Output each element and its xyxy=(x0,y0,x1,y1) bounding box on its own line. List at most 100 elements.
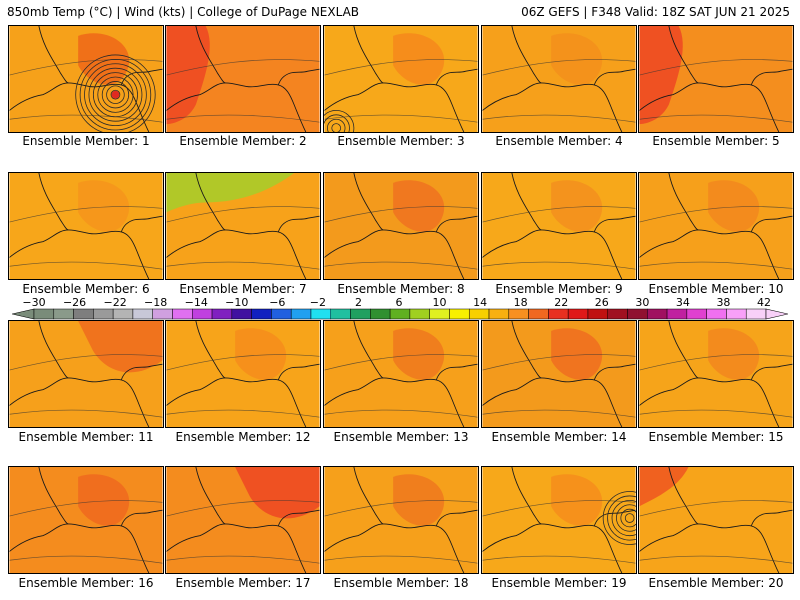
ensemble-member-map xyxy=(323,172,479,280)
ensemble-member-map xyxy=(165,466,321,574)
colorbar-tick-label: 26 xyxy=(595,296,609,308)
ensemble-member-label: Ensemble Member: 12 xyxy=(175,430,311,444)
colorbar-swatch xyxy=(567,308,589,320)
ensemble-member-label: Ensemble Member: 5 xyxy=(652,134,780,148)
ensemble-member-map xyxy=(165,172,321,280)
ensemble-member-label: Ensemble Member: 18 xyxy=(333,576,469,590)
colorbar-swatch xyxy=(726,308,747,320)
run-valid-time: 06Z GEFS | F348 Valid: 18Z SAT JUN 21 20… xyxy=(521,5,790,19)
ensemble-member-map xyxy=(8,466,164,574)
ensemble-member-map xyxy=(481,466,637,574)
ensemble-member-map xyxy=(8,25,164,133)
colorbar-tick-label: −26 xyxy=(63,296,86,308)
ensemble-member-label: Ensemble Member: 14 xyxy=(491,430,627,444)
colorbar-swatch xyxy=(468,308,490,320)
ensemble-member-label: Ensemble Member: 4 xyxy=(495,134,623,148)
colorbar-tick-label: 42 xyxy=(757,296,771,308)
ensemble-member-label: Ensemble Member: 7 xyxy=(179,282,307,296)
ensemble-member-label: Ensemble Member: 20 xyxy=(648,576,784,590)
colorbar-tick-label: 6 xyxy=(396,296,403,308)
colorbar-tick-label: −22 xyxy=(104,296,127,308)
ensemble-member-label: Ensemble Member: 11 xyxy=(18,430,154,444)
colorbar-swatch xyxy=(93,308,114,320)
ensemble-member-map xyxy=(638,320,794,428)
ensemble-member-map xyxy=(323,466,479,574)
ensemble-member-map xyxy=(481,25,637,133)
colorbar-tick-label: 38 xyxy=(716,296,730,308)
ensemble-member-map xyxy=(8,320,164,428)
colorbar-swatch xyxy=(310,308,332,320)
colorbar-swatch xyxy=(686,308,707,320)
ensemble-member-label: Ensemble Member: 17 xyxy=(175,576,311,590)
colorbar-tick-label: 2 xyxy=(355,296,362,308)
colorbar-swatch xyxy=(132,308,153,320)
ensemble-member-map xyxy=(638,172,794,280)
colorbar-swatch xyxy=(53,308,74,320)
colorbar-swatch xyxy=(706,308,727,320)
colorbar-tick-label: −2 xyxy=(310,296,326,308)
ensemble-member-label: Ensemble Member: 6 xyxy=(22,282,150,296)
colorbar-tick-label: −14 xyxy=(185,296,208,308)
ensemble-member-map xyxy=(638,466,794,574)
colorbar-swatch xyxy=(73,308,94,320)
colorbar-high-arrow xyxy=(765,308,788,320)
ensemble-member-map xyxy=(638,25,794,133)
ensemble-member-label: Ensemble Member: 9 xyxy=(495,282,623,296)
ensemble-member-map xyxy=(8,172,164,280)
product-title: 850mb Temp (°C) | Wind (kts) | College o… xyxy=(7,5,360,19)
colorbar-swatch xyxy=(350,308,371,320)
colorbar-tick-label: −30 xyxy=(22,296,45,308)
colorbar-tick-label: 22 xyxy=(554,296,568,308)
colorbar-tick-label: 10 xyxy=(433,296,447,308)
colorbar-swatch xyxy=(112,308,134,320)
colorbar-swatch xyxy=(192,308,213,320)
colorbar-swatch xyxy=(231,308,252,320)
colorbar-swatch xyxy=(251,308,272,320)
colorbar-swatch xyxy=(33,308,55,320)
colorbar-tick-label: −10 xyxy=(225,296,248,308)
ensemble-member-label: Ensemble Member: 15 xyxy=(648,430,784,444)
colorbar-tick-label: 18 xyxy=(514,296,528,308)
colorbar-swatch xyxy=(449,308,470,320)
colorbar-tick-label: 14 xyxy=(473,296,487,308)
colorbar-tick-label: 30 xyxy=(635,296,649,308)
ensemble-member-label: Ensemble Member: 8 xyxy=(337,282,465,296)
colorbar-swatch xyxy=(330,308,351,320)
colorbar-swatch xyxy=(587,308,608,320)
colorbar-swatch xyxy=(528,308,549,320)
ensemble-member-map xyxy=(165,25,321,133)
colorbar-swatch xyxy=(647,308,668,320)
colorbar-swatch xyxy=(409,308,430,320)
colorbar-tick-label: −6 xyxy=(269,296,285,308)
colorbar-swatch xyxy=(627,308,648,320)
ensemble-member-label: Ensemble Member: 16 xyxy=(18,576,154,590)
ensemble-member-map xyxy=(481,320,637,428)
ensemble-member-map xyxy=(323,25,479,133)
temperature-colorbar xyxy=(12,308,788,320)
colorbar-swatch xyxy=(666,308,688,320)
colorbar-swatch xyxy=(508,308,529,320)
ensemble-member-label: Ensemble Member: 13 xyxy=(333,430,469,444)
colorbar-tick-label: 34 xyxy=(676,296,690,308)
ensemble-member-label: Ensemble Member: 1 xyxy=(22,134,150,148)
colorbar-swatch xyxy=(548,308,569,320)
colorbar-low-arrow xyxy=(12,308,35,320)
colorbar-swatch xyxy=(172,308,193,320)
colorbar-swatch xyxy=(607,308,628,320)
ensemble-member-map xyxy=(323,320,479,428)
ensemble-member-label: Ensemble Member: 2 xyxy=(179,134,307,148)
colorbar-swatch xyxy=(745,308,767,320)
colorbar-swatch xyxy=(429,308,450,320)
ensemble-member-label: Ensemble Member: 19 xyxy=(491,576,627,590)
colorbar-swatch xyxy=(152,308,173,320)
colorbar-swatch xyxy=(290,308,312,320)
colorbar-swatch xyxy=(271,308,292,320)
colorbar-swatch xyxy=(211,308,233,320)
ensemble-member-label: Ensemble Member: 10 xyxy=(648,282,784,296)
colorbar-tick-labels: −30 −26 −22 −18 −14 −10 −6 −2 2 6 10 14 18 22 26 30 34 38… xyxy=(22,296,771,308)
ensemble-member-label: Ensemble Member: 3 xyxy=(337,134,465,148)
colorbar-swatch xyxy=(370,308,391,320)
ensemble-member-map xyxy=(165,320,321,428)
colorbar-swatch xyxy=(389,308,411,320)
colorbar-swatch xyxy=(488,308,510,320)
